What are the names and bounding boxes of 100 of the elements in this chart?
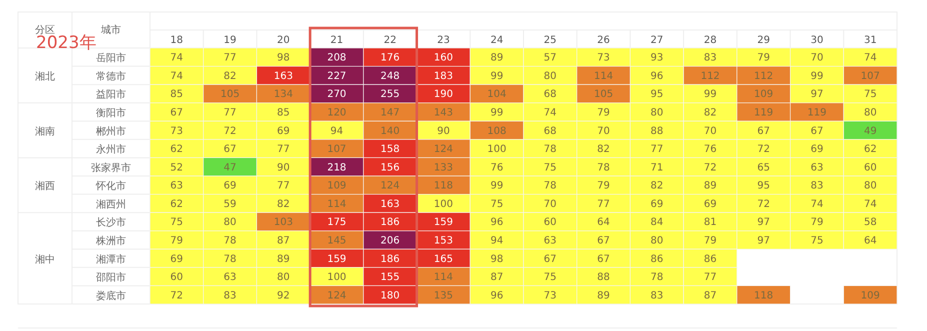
data-label: 255 [380, 89, 400, 100]
data-label: 147 [380, 108, 400, 118]
data-label: 98 [490, 254, 504, 265]
data-label: 190 [434, 89, 454, 100]
x-tick-label: 29 [757, 35, 770, 46]
data-label: 90 [277, 162, 290, 174]
data-label: 79 [597, 180, 610, 192]
data-label: 73 [597, 52, 610, 64]
data-label: 80 [650, 108, 664, 118]
data-label: 176 [380, 52, 400, 64]
data-label: 83 [810, 180, 824, 192]
data-label: 67 [544, 254, 557, 265]
y-tick-label: 娄底市 [96, 290, 126, 302]
data-label: 47 [224, 162, 236, 174]
data-label: 78 [544, 180, 557, 192]
data-label: 93 [650, 52, 664, 64]
data-label: 73 [170, 126, 184, 137]
data-label: 208 [327, 52, 346, 64]
data-label: 143 [434, 108, 454, 118]
data-label: 87 [277, 236, 290, 246]
data-label: 67 [597, 254, 610, 265]
text: 湘中 [35, 253, 55, 266]
x-tick-label: 19 [224, 35, 236, 46]
data-label: 82 [224, 70, 236, 82]
data-label: 163 [380, 198, 400, 210]
data-label: 69 [277, 126, 290, 137]
data-label: 109 [327, 180, 346, 192]
x-tick-label: 28 [704, 35, 717, 46]
data-label: 87 [704, 290, 717, 302]
data-label: 248 [380, 70, 400, 82]
data-label: 77 [277, 180, 290, 192]
data-label: 107 [327, 144, 346, 156]
x-tick-label: 25 [544, 35, 557, 46]
data-label: 71 [650, 162, 664, 174]
data-label: 86 [650, 254, 664, 265]
data-label: 180 [380, 290, 400, 302]
data-label: 73 [544, 290, 557, 302]
data-label: 80 [544, 70, 557, 82]
data-label: 158 [380, 144, 400, 156]
data-label: 153 [434, 236, 454, 246]
data-label: 72 [170, 290, 184, 302]
text: 城市 [100, 24, 121, 36]
y-tick-label: 湘潭市 [96, 253, 126, 266]
data-label: 72 [757, 198, 770, 210]
data-label: 65 [757, 162, 770, 174]
data-label: 107 [860, 70, 880, 82]
data-label: 99 [704, 89, 717, 100]
data-label: 78 [650, 272, 664, 284]
data-label: 76 [490, 162, 504, 174]
y-tick-label: 常德市 [96, 70, 126, 82]
data-label: 75 [544, 272, 557, 284]
data-label: 82 [650, 180, 664, 192]
data-label: 105 [594, 89, 614, 100]
data-label: 86 [704, 254, 717, 265]
data-label: 63 [810, 162, 824, 174]
data-label: 99 [490, 108, 504, 118]
data-label: 140 [380, 126, 400, 137]
data-label: 95 [757, 180, 770, 192]
x-tick-label: 24 [490, 35, 504, 46]
data-label: 88 [597, 272, 610, 284]
data-label: 109 [860, 290, 880, 302]
data-label: 74 [544, 108, 557, 118]
data-label: 52 [170, 162, 184, 174]
data-label: 74 [864, 52, 877, 64]
data-label: 80 [864, 180, 877, 192]
data-label: 75 [864, 89, 877, 100]
data-label: 81 [704, 217, 717, 228]
x-tick-label: 23 [437, 35, 450, 46]
data-label: 124 [380, 180, 400, 192]
data-label: 145 [327, 236, 346, 246]
data-label: 64 [864, 236, 877, 246]
data-label: 155 [380, 272, 400, 284]
data-label: 156 [380, 162, 400, 174]
data-label: 92 [277, 290, 290, 302]
y-tick-label: 衡阳市 [96, 107, 126, 119]
data-label: 70 [810, 52, 824, 64]
data-label: 75 [544, 162, 557, 174]
data-label: 80 [224, 217, 236, 228]
data-label: 80 [277, 272, 290, 284]
data-label: 77 [224, 108, 236, 118]
data-label: 62 [170, 198, 184, 210]
data-label: 69 [810, 144, 824, 156]
data-label: 78 [224, 236, 236, 246]
data-label: 67 [597, 236, 610, 246]
data-label: 85 [170, 89, 184, 100]
data-label: 97 [810, 89, 824, 100]
data-label: 76 [704, 144, 717, 156]
data-label: 70 [544, 198, 557, 210]
data-label: 67 [757, 126, 770, 137]
data-label: 89 [704, 180, 717, 192]
text: 分区 [35, 24, 55, 36]
data-label: 103 [274, 217, 293, 228]
x-tick-label: 27 [650, 35, 664, 46]
data-label: 90 [437, 126, 450, 137]
data-label: 57 [544, 52, 557, 64]
data-label: 99 [490, 180, 504, 192]
data-label: 114 [327, 198, 346, 210]
data-label: 89 [597, 290, 610, 302]
data-label: 68 [544, 89, 557, 100]
data-label: 62 [170, 144, 184, 156]
